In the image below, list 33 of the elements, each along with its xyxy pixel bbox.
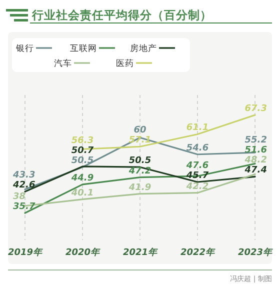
x-tick-label: 2023年 (238, 247, 274, 258)
data-label: 35.7 (13, 202, 36, 212)
data-label: 50.5 (128, 156, 152, 166)
data-label: 61.1 (186, 123, 209, 134)
data-label: 47.4 (244, 166, 267, 176)
data-label: 60 (134, 126, 146, 136)
data-label: 50.7 (71, 146, 94, 156)
data-label: 48.2 (244, 156, 267, 166)
data-label: 44.9 (70, 173, 94, 184)
x-tick-label: 2019年 (8, 247, 44, 258)
data-label: 41.9 (128, 182, 152, 193)
x-tick-label: 2022年 (180, 247, 216, 258)
chart-title: 行业社会责任平均得分（百分制） (31, 8, 212, 22)
data-label: 47.6 (185, 160, 209, 171)
legend-label: 医药 (116, 58, 134, 69)
data-label: 50.5 (71, 156, 94, 166)
legend-label: 房地产 (130, 43, 157, 54)
data-label: 67.3 (244, 104, 267, 114)
legend-label: 银行 (15, 43, 34, 54)
legend-label: 汽车 (54, 58, 72, 69)
x-tick-label: 2020年 (65, 247, 101, 258)
data-label: 56.3 (71, 136, 94, 146)
data-label: 42.2 (185, 182, 209, 192)
data-label: 55.2 (244, 136, 267, 146)
data-label: 42.6 (12, 180, 36, 191)
data-label: 43.3 (12, 170, 36, 181)
data-label: 38 (13, 192, 26, 202)
x-tick-label: 2021年 (122, 247, 158, 258)
data-label: 51.6 (244, 146, 267, 156)
data-label: 47.2 (128, 166, 152, 176)
data-label: 40.1 (70, 188, 94, 198)
legend-label: 互联网 (70, 43, 97, 54)
data-label: 54.6 (186, 143, 209, 154)
